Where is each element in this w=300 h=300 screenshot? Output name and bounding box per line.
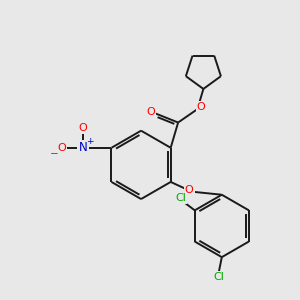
Text: O: O xyxy=(196,102,206,112)
Text: −: − xyxy=(50,149,59,159)
Text: Cl: Cl xyxy=(213,272,224,282)
Text: O: O xyxy=(185,185,194,195)
Text: Cl: Cl xyxy=(175,193,186,203)
Text: O: O xyxy=(146,107,155,117)
Text: N: N xyxy=(79,141,88,154)
Text: O: O xyxy=(58,143,66,153)
Text: +: + xyxy=(86,137,94,146)
Text: O: O xyxy=(79,123,88,133)
